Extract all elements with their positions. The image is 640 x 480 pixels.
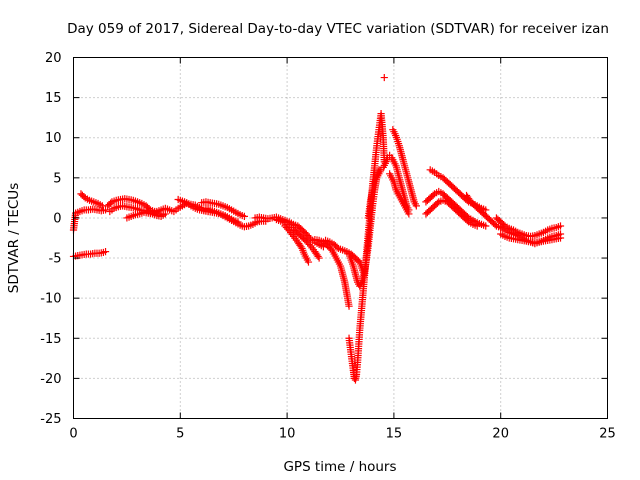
data-point — [315, 254, 323, 262]
y-tick-label: -15 — [40, 332, 61, 347]
chart-title: Day 059 of 2017, Sidereal Day-to-day VTE… — [67, 21, 609, 37]
y-tick-label: -5 — [49, 252, 62, 267]
data-point — [556, 222, 565, 230]
grid — [73, 57, 608, 419]
y-tick-label: 20 — [45, 51, 62, 66]
data-point — [482, 206, 490, 214]
plot-frame — [73, 57, 608, 419]
y-tick-label: 0 — [53, 211, 61, 226]
series-outlier — [380, 73, 388, 82]
x-tick-label: 20 — [492, 427, 509, 442]
y-tick-label: -20 — [40, 372, 61, 387]
x-tick-label: 0 — [69, 427, 77, 442]
data-point — [473, 222, 481, 230]
y-tick-label: -10 — [40, 292, 61, 307]
y-tick-label: 15 — [45, 91, 62, 106]
y-tick-label: 10 — [45, 131, 62, 146]
x-tick-label: 25 — [599, 427, 616, 442]
series-track-n — [321, 236, 368, 278]
series-track-k — [272, 215, 323, 262]
data-point — [101, 248, 110, 256]
x-tick-label: 15 — [386, 427, 403, 442]
series-track-p — [345, 110, 388, 384]
data-point — [482, 222, 490, 230]
x-axis-label: GPS time / hours — [283, 459, 396, 475]
data-point — [380, 73, 388, 82]
data-point — [240, 212, 248, 220]
series-track-s — [389, 126, 420, 210]
data-point — [405, 210, 413, 218]
data-point — [101, 206, 110, 214]
axis-ticks: 0 5 10 15 20 25 -25 -20 -15 -10 -5 0 5 10 15 20 — [40, 51, 616, 442]
series-track-h — [198, 198, 248, 220]
series-track-x — [492, 214, 565, 240]
series-track-d — [104, 195, 163, 218]
series-track-l — [281, 222, 313, 266]
series-track-c — [69, 248, 110, 261]
series-track-a — [69, 205, 110, 234]
x-tick-label: 5 — [176, 427, 184, 442]
series-track-i — [202, 204, 270, 231]
y-axis-label: SDTVAR / TECUs — [6, 183, 22, 293]
data-point — [304, 258, 313, 266]
series-track-q — [364, 151, 413, 222]
series-track-b — [77, 190, 106, 210]
series-track-y — [497, 230, 565, 247]
data-point — [412, 202, 420, 210]
data-points — [69, 73, 565, 384]
x-tick-label: 10 — [279, 427, 296, 442]
series-track-r — [386, 170, 413, 218]
data-point — [345, 302, 353, 310]
data-point — [556, 234, 565, 242]
y-tick-label: -25 — [40, 412, 61, 427]
data-point — [161, 210, 169, 218]
series-track-v — [422, 196, 481, 230]
y-tick-label: 5 — [53, 171, 61, 186]
